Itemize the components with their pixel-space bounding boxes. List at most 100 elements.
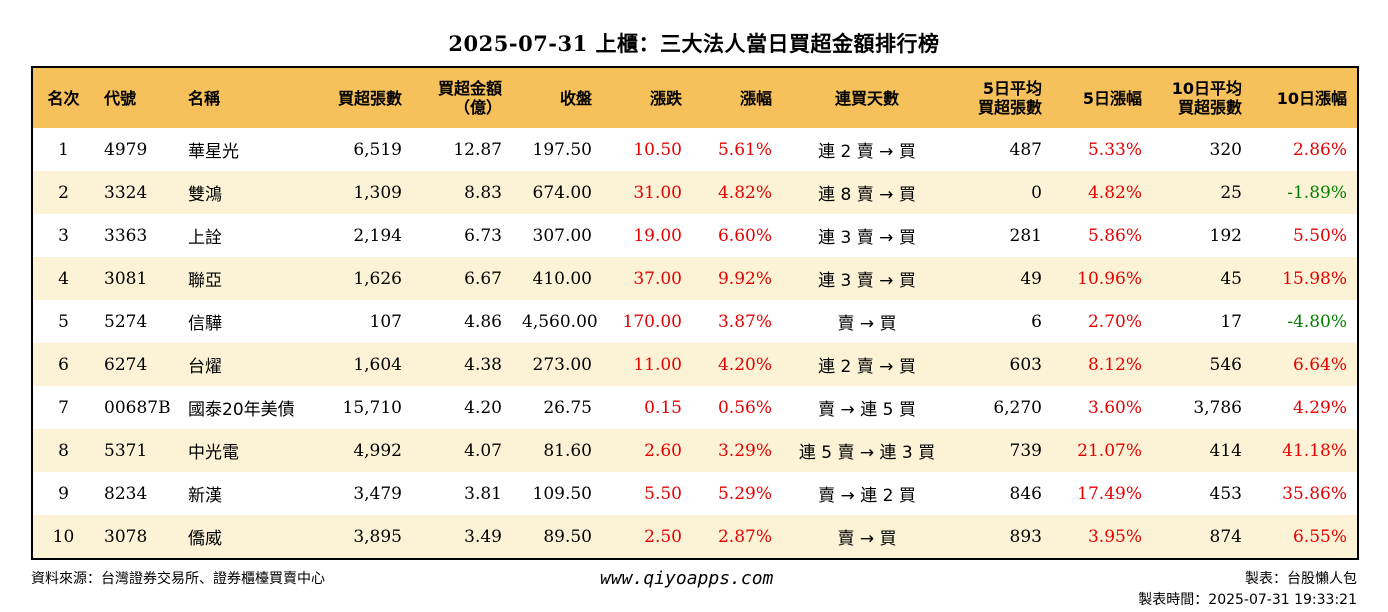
cell-pct: 3.87% (717, 311, 772, 332)
table-row: 5 5274 信驊 107 4.86 4,560.00 170.00 3.87% 賣 → 買 6 2… (32, 300, 1358, 343)
col-header-avg10-line1: 10日平均 (1171, 79, 1242, 98)
cell-pct: 4.20% (717, 354, 772, 375)
cell-pct10: 4.29% (1292, 397, 1347, 418)
cell-code: 4979 (104, 139, 148, 160)
table-row: 6 6274 台燿 1,604 4.38 273.00 11.00 4.20% 連 2 賣 → … (32, 343, 1358, 386)
cell-close: 273.00 (532, 354, 592, 375)
cell-avg10: 414 (1209, 440, 1242, 461)
cell-pct: 9.92% (717, 268, 772, 289)
cell-rank: 1 (58, 139, 69, 160)
cell-pct10: 2.86% (1292, 139, 1347, 160)
cell-buy-amount: 4.07 (464, 440, 502, 461)
cell-buy-amount: 6.67 (464, 268, 502, 289)
cell-change: 170.00 (622, 311, 682, 332)
cell-avg10: 453 (1209, 483, 1242, 504)
cell-avg5: 739 (1009, 440, 1042, 461)
cell-pct10: 35.86% (1282, 483, 1347, 504)
cell-rank: 7 (58, 397, 69, 418)
cell-change: 11.00 (633, 354, 682, 375)
col-header-close: 收盤 (559, 88, 592, 108)
table-row: 4 3081 聯亞 1,626 6.67 410.00 37.00 9.92% 連 3 賣 → … (32, 257, 1358, 300)
cell-code: 3363 (104, 225, 148, 246)
cell-name: 華星光 (188, 142, 239, 162)
cell-rank: 5 (58, 311, 69, 332)
cell-buy-days: 連 3 賣 → 買 (818, 228, 916, 248)
cell-close: 307.00 (532, 225, 592, 246)
cell-pct5: 2.70% (1087, 311, 1142, 332)
col-header-buy-amount: 買超金額 （億） (412, 67, 512, 128)
cell-pct: 5.61% (717, 139, 772, 160)
cell-buy-shares: 1,626 (353, 268, 402, 289)
cell-close: 674.00 (532, 182, 592, 203)
cell-pct10: 5.50% (1292, 225, 1347, 246)
table-row: 10 3078 僑威 3,895 3.49 89.50 2.50 2.87% 賣 → 買 893 3… (32, 515, 1358, 559)
cell-buy-amount: 4.38 (464, 354, 502, 375)
cell-buy-amount: 6.73 (464, 225, 502, 246)
col-header-name: 名稱 (188, 88, 221, 108)
maker-label: 製表：台股懶人包 (1245, 571, 1357, 587)
cell-avg10: 192 (1209, 225, 1242, 246)
cell-pct5: 4.82% (1087, 182, 1142, 203)
col-header-days: 連買天數 (834, 88, 899, 108)
col-header-avg5: 5日平均 買超張數 (952, 67, 1052, 128)
cell-buy-days: 連 5 賣 → 連 3 買 (798, 443, 936, 463)
col-header-avg5-line1: 5日平均 (982, 79, 1042, 98)
col-header-change: 漲跌 (649, 88, 682, 108)
website-label: www.qiyoapps.com (600, 568, 774, 589)
cell-name: 新漢 (188, 486, 222, 506)
cell-pct10: 6.55% (1292, 526, 1347, 547)
cell-buy-shares: 15,710 (342, 397, 402, 418)
cell-code: 00687B (104, 397, 171, 418)
col-header-avg10: 10日平均 買超張數 (1152, 67, 1252, 128)
cell-name: 雙鴻 (188, 185, 222, 205)
cell-change: 0.15 (644, 397, 682, 418)
col-header-avg10-line2: 買超張數 (1177, 98, 1242, 117)
cell-rank: 9 (58, 483, 69, 504)
cell-buy-days: 連 2 賣 → 買 (818, 357, 916, 377)
cell-avg10: 874 (1209, 526, 1242, 547)
cell-close: 81.60 (543, 440, 592, 461)
cell-code: 8234 (104, 483, 148, 504)
col-header-pct10: 10日漲幅 (1276, 88, 1347, 108)
cell-buy-shares: 3,479 (353, 483, 402, 504)
cell-avg10: 3,786 (1193, 397, 1242, 418)
cell-code: 3078 (104, 526, 148, 547)
cell-pct: 2.87% (717, 526, 772, 547)
cell-code: 5371 (104, 440, 148, 461)
cell-rank: 4 (58, 268, 69, 289)
cell-buy-days: 連 2 賣 → 買 (818, 142, 916, 162)
cell-avg5: 6,270 (993, 397, 1042, 418)
cell-pct5: 3.95% (1087, 526, 1142, 547)
cell-buy-amount: 3.81 (464, 483, 502, 504)
cell-pct: 6.60% (717, 225, 772, 246)
cell-buy-amount: 4.20 (464, 397, 502, 418)
cell-pct: 4.82% (717, 182, 772, 203)
cell-rank: 8 (58, 440, 69, 461)
cell-buy-days: 賣 → 連 5 買 (818, 400, 916, 420)
cell-change: 37.00 (633, 268, 682, 289)
cell-rank: 6 (58, 354, 69, 375)
col-header-pct: 漲幅 (739, 88, 772, 108)
cell-buy-shares: 107 (369, 311, 402, 332)
cell-close: 410.00 (532, 268, 592, 289)
cell-code: 3081 (104, 268, 148, 289)
table-header-row: 名次 代號 名稱 買超張數 買超金額 （億） 收盤 漲跌 漲幅 連買天數 5日平… (32, 67, 1358, 128)
cell-avg10: 320 (1209, 139, 1242, 160)
cell-buy-days: 連 3 賣 → 買 (818, 271, 916, 291)
cell-rank: 2 (58, 182, 69, 203)
cell-change: 2.60 (644, 440, 682, 461)
cell-pct10: -4.80% (1287, 311, 1347, 332)
cell-rank: 3 (58, 225, 69, 246)
col-header-buy-shares: 買超張數 (337, 88, 402, 108)
cell-avg5: 49 (1020, 268, 1042, 289)
cell-buy-amount: 4.86 (464, 311, 502, 332)
cell-name: 上詮 (188, 228, 222, 248)
cell-avg10: 17 (1220, 311, 1242, 332)
cell-close: 4,560.00 (522, 311, 598, 332)
cell-rank: 10 (52, 526, 75, 547)
col-header-buy-amount-line2: （億） (453, 98, 502, 117)
table-row: 7 00687B 國泰20年美債 15,710 4.20 26.75 0.15 0.56% 賣 … (32, 386, 1358, 429)
cell-close: 109.50 (532, 483, 592, 504)
cell-name: 聯亞 (188, 271, 222, 291)
cell-pct: 3.29% (717, 440, 772, 461)
